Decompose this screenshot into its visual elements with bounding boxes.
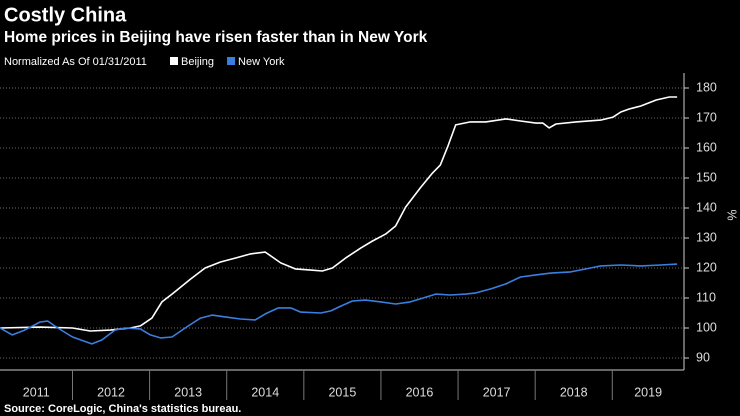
y-tick-label: 90 [696, 350, 710, 364]
x-tick-label: 2017 [483, 385, 511, 399]
y-tick-label: 120 [696, 260, 717, 274]
x-tick-label: 2015 [328, 385, 356, 399]
x-tick-label: 2014 [251, 385, 279, 399]
legend-swatch [170, 57, 178, 65]
x-tick-label: 2013 [174, 385, 202, 399]
chart-title: Costly China [4, 4, 127, 26]
series-line [0, 96, 678, 332]
y-tick-label: 180 [696, 80, 717, 94]
y-tick-label: 110 [696, 290, 716, 304]
y-axis-label: % [725, 209, 739, 220]
x-tick-label: 2019 [634, 385, 662, 399]
x-tick-label: 2016 [406, 385, 434, 399]
source: Source: CoreLogic, China's statistics bu… [4, 403, 241, 415]
x-tick-label: 2018 [560, 385, 588, 399]
x-tick-label: 2012 [97, 385, 125, 399]
y-tick-label: 160 [696, 140, 717, 154]
y-tick-label: 100 [696, 320, 717, 334]
chart-subtitle: Home prices in Beijing have risen faster… [4, 29, 428, 46]
y-tick-label: 140 [696, 200, 717, 214]
series-line [0, 263, 678, 345]
legend-label: Beijing [181, 56, 214, 68]
y-tick-label: 130 [696, 230, 717, 244]
y-tick-label: 150 [696, 170, 717, 184]
legend-label: New York [238, 56, 285, 68]
legend-swatch [227, 57, 236, 65]
note: Normalized As Of 01/31/2011 [4, 56, 147, 68]
x-tick-label: 2011 [23, 385, 50, 399]
y-tick-label: 170 [696, 110, 717, 124]
